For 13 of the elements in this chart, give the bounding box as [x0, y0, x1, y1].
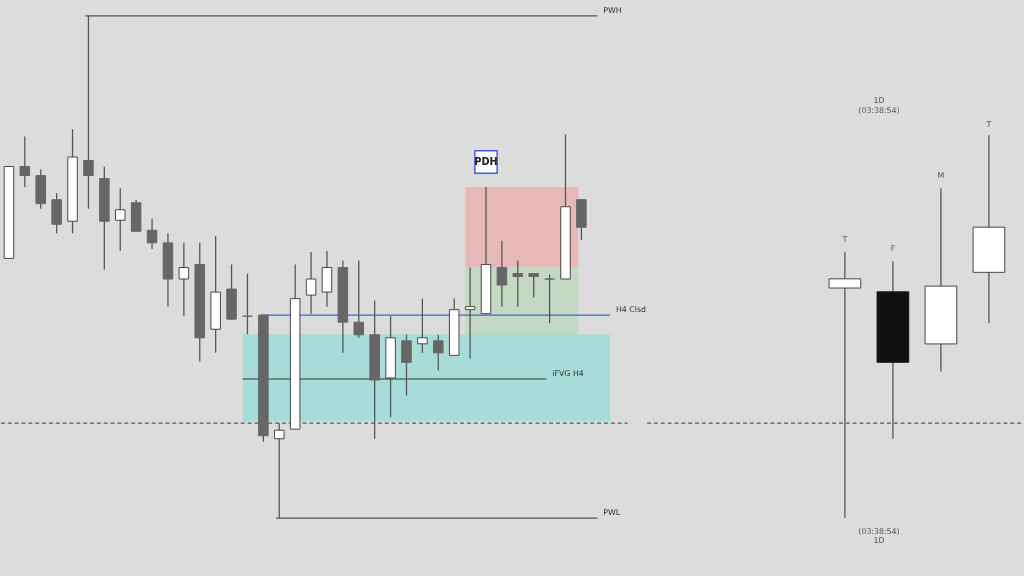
text: 1D [873, 95, 885, 105]
annotation: M [937, 171, 945, 181]
text: (03:38:54) [858, 105, 900, 115]
text: 1D [873, 536, 885, 546]
annotation: F [890, 243, 896, 253]
ref-line-label: H4 Clsd [615, 305, 646, 315]
text: (03:38:54) [858, 526, 900, 536]
annotation: PDH [474, 155, 498, 167]
annotation: T [841, 235, 848, 245]
ref-line-label: PWH [603, 5, 622, 15]
ref-line-label: iFVG H4 [552, 369, 584, 379]
text: T [985, 119, 992, 129]
ref-line-label: PWL [603, 508, 621, 518]
